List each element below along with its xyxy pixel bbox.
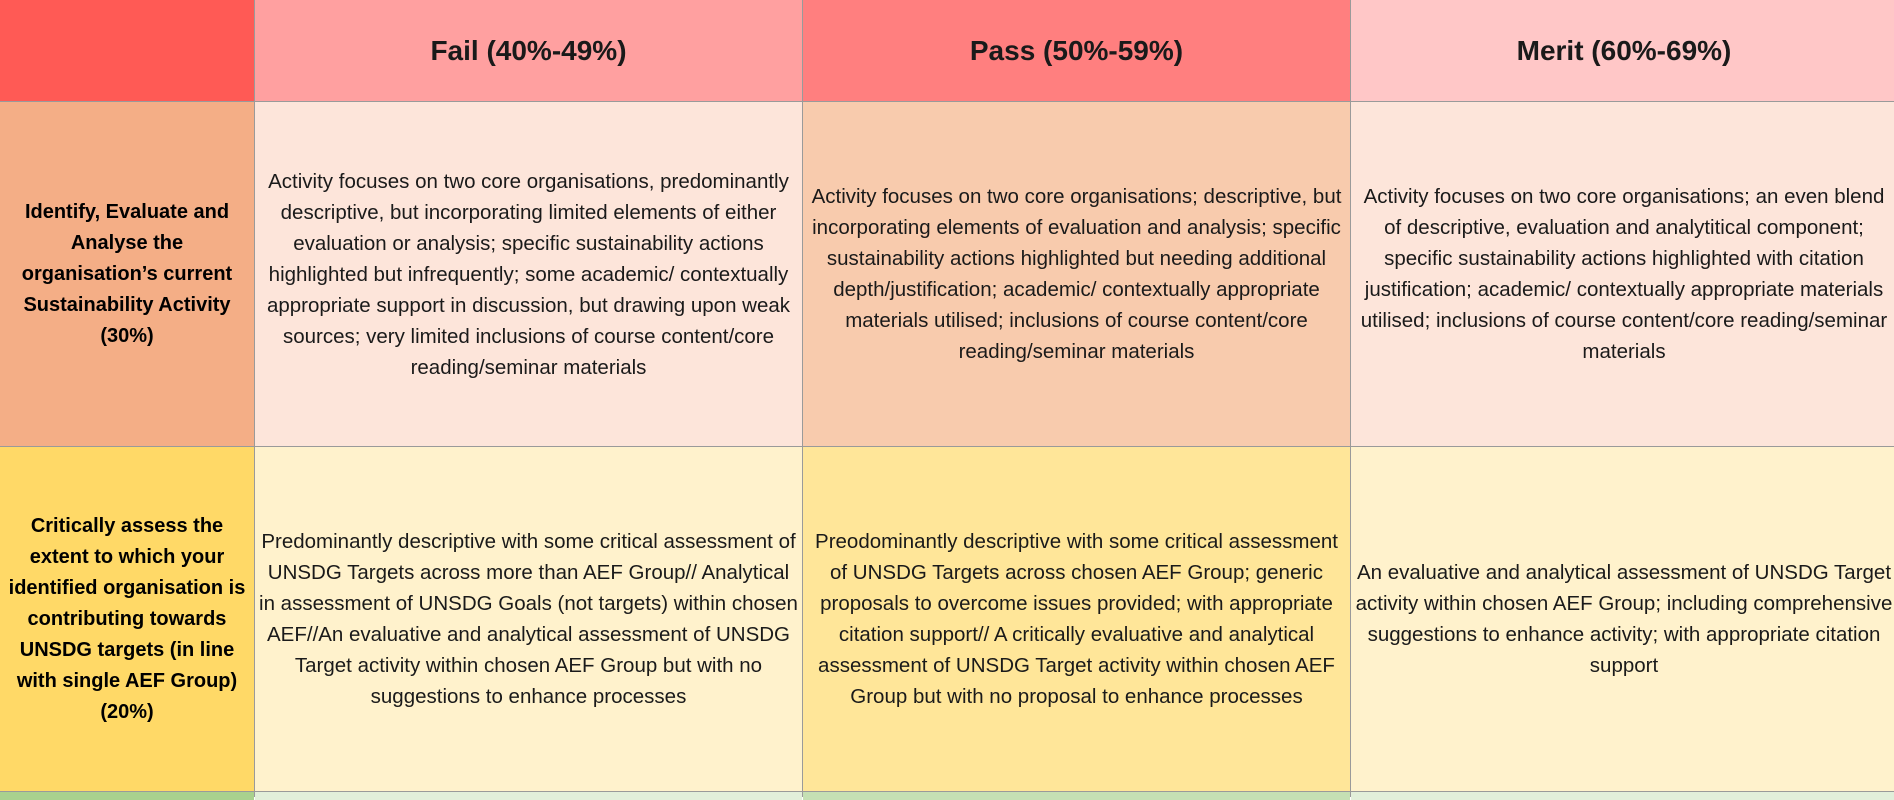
fail-descriptor: Activity focuses on two core organisatio… xyxy=(266,169,791,379)
next-row-merit-cell xyxy=(1351,792,1894,800)
pass-descriptor-cell: Activity focuses on two core organisatio… xyxy=(803,102,1350,446)
criterion-label: Critically assess the extent to which yo… xyxy=(8,514,246,723)
header-pass: Pass (50%-59%) xyxy=(803,0,1350,101)
pass-descriptor: Activity focuses on two core organisatio… xyxy=(811,185,1342,363)
criterion-cell: Critically assess the extent to which yo… xyxy=(0,447,254,791)
fail-descriptor-cell: Predominantly descriptive with some crit… xyxy=(255,447,802,791)
fail-descriptor-cell: Activity focuses on two core organisatio… xyxy=(255,102,802,446)
merit-descriptor-cell: An evaluative and analytical assessment … xyxy=(1351,447,1894,791)
fail-descriptor: Predominantly descriptive with some crit… xyxy=(259,530,798,708)
next-row-fail-cell xyxy=(255,792,802,800)
pass-descriptor-cell: Preodominantly descriptive with some cri… xyxy=(803,447,1350,791)
pass-descriptor: Preodominantly descriptive with some cri… xyxy=(815,530,1338,708)
criterion-label: Identify, Evaluate and Analyse the organ… xyxy=(21,200,233,347)
merit-descriptor: Activity focuses on two core organisatio… xyxy=(1360,185,1888,363)
header-corner-cell xyxy=(0,0,254,101)
merit-descriptor: An evaluative and analytical assessment … xyxy=(1355,561,1893,677)
next-row-pass-cell xyxy=(803,792,1350,800)
header-merit: Merit (60%-69%) xyxy=(1351,0,1894,101)
header-pass-label: Pass (50%-59%) xyxy=(969,34,1184,66)
merit-descriptor-cell: Activity focuses on two core organisatio… xyxy=(1351,102,1894,446)
header-fail-label: Fail (40%-49%) xyxy=(430,34,627,66)
next-row-criterion-cell xyxy=(0,792,254,800)
criterion-cell: Identify, Evaluate and Analyse the organ… xyxy=(0,102,254,446)
header-fail: Fail (40%-49%) xyxy=(255,0,802,101)
header-merit-label: Merit (60%-69%) xyxy=(1516,34,1732,66)
